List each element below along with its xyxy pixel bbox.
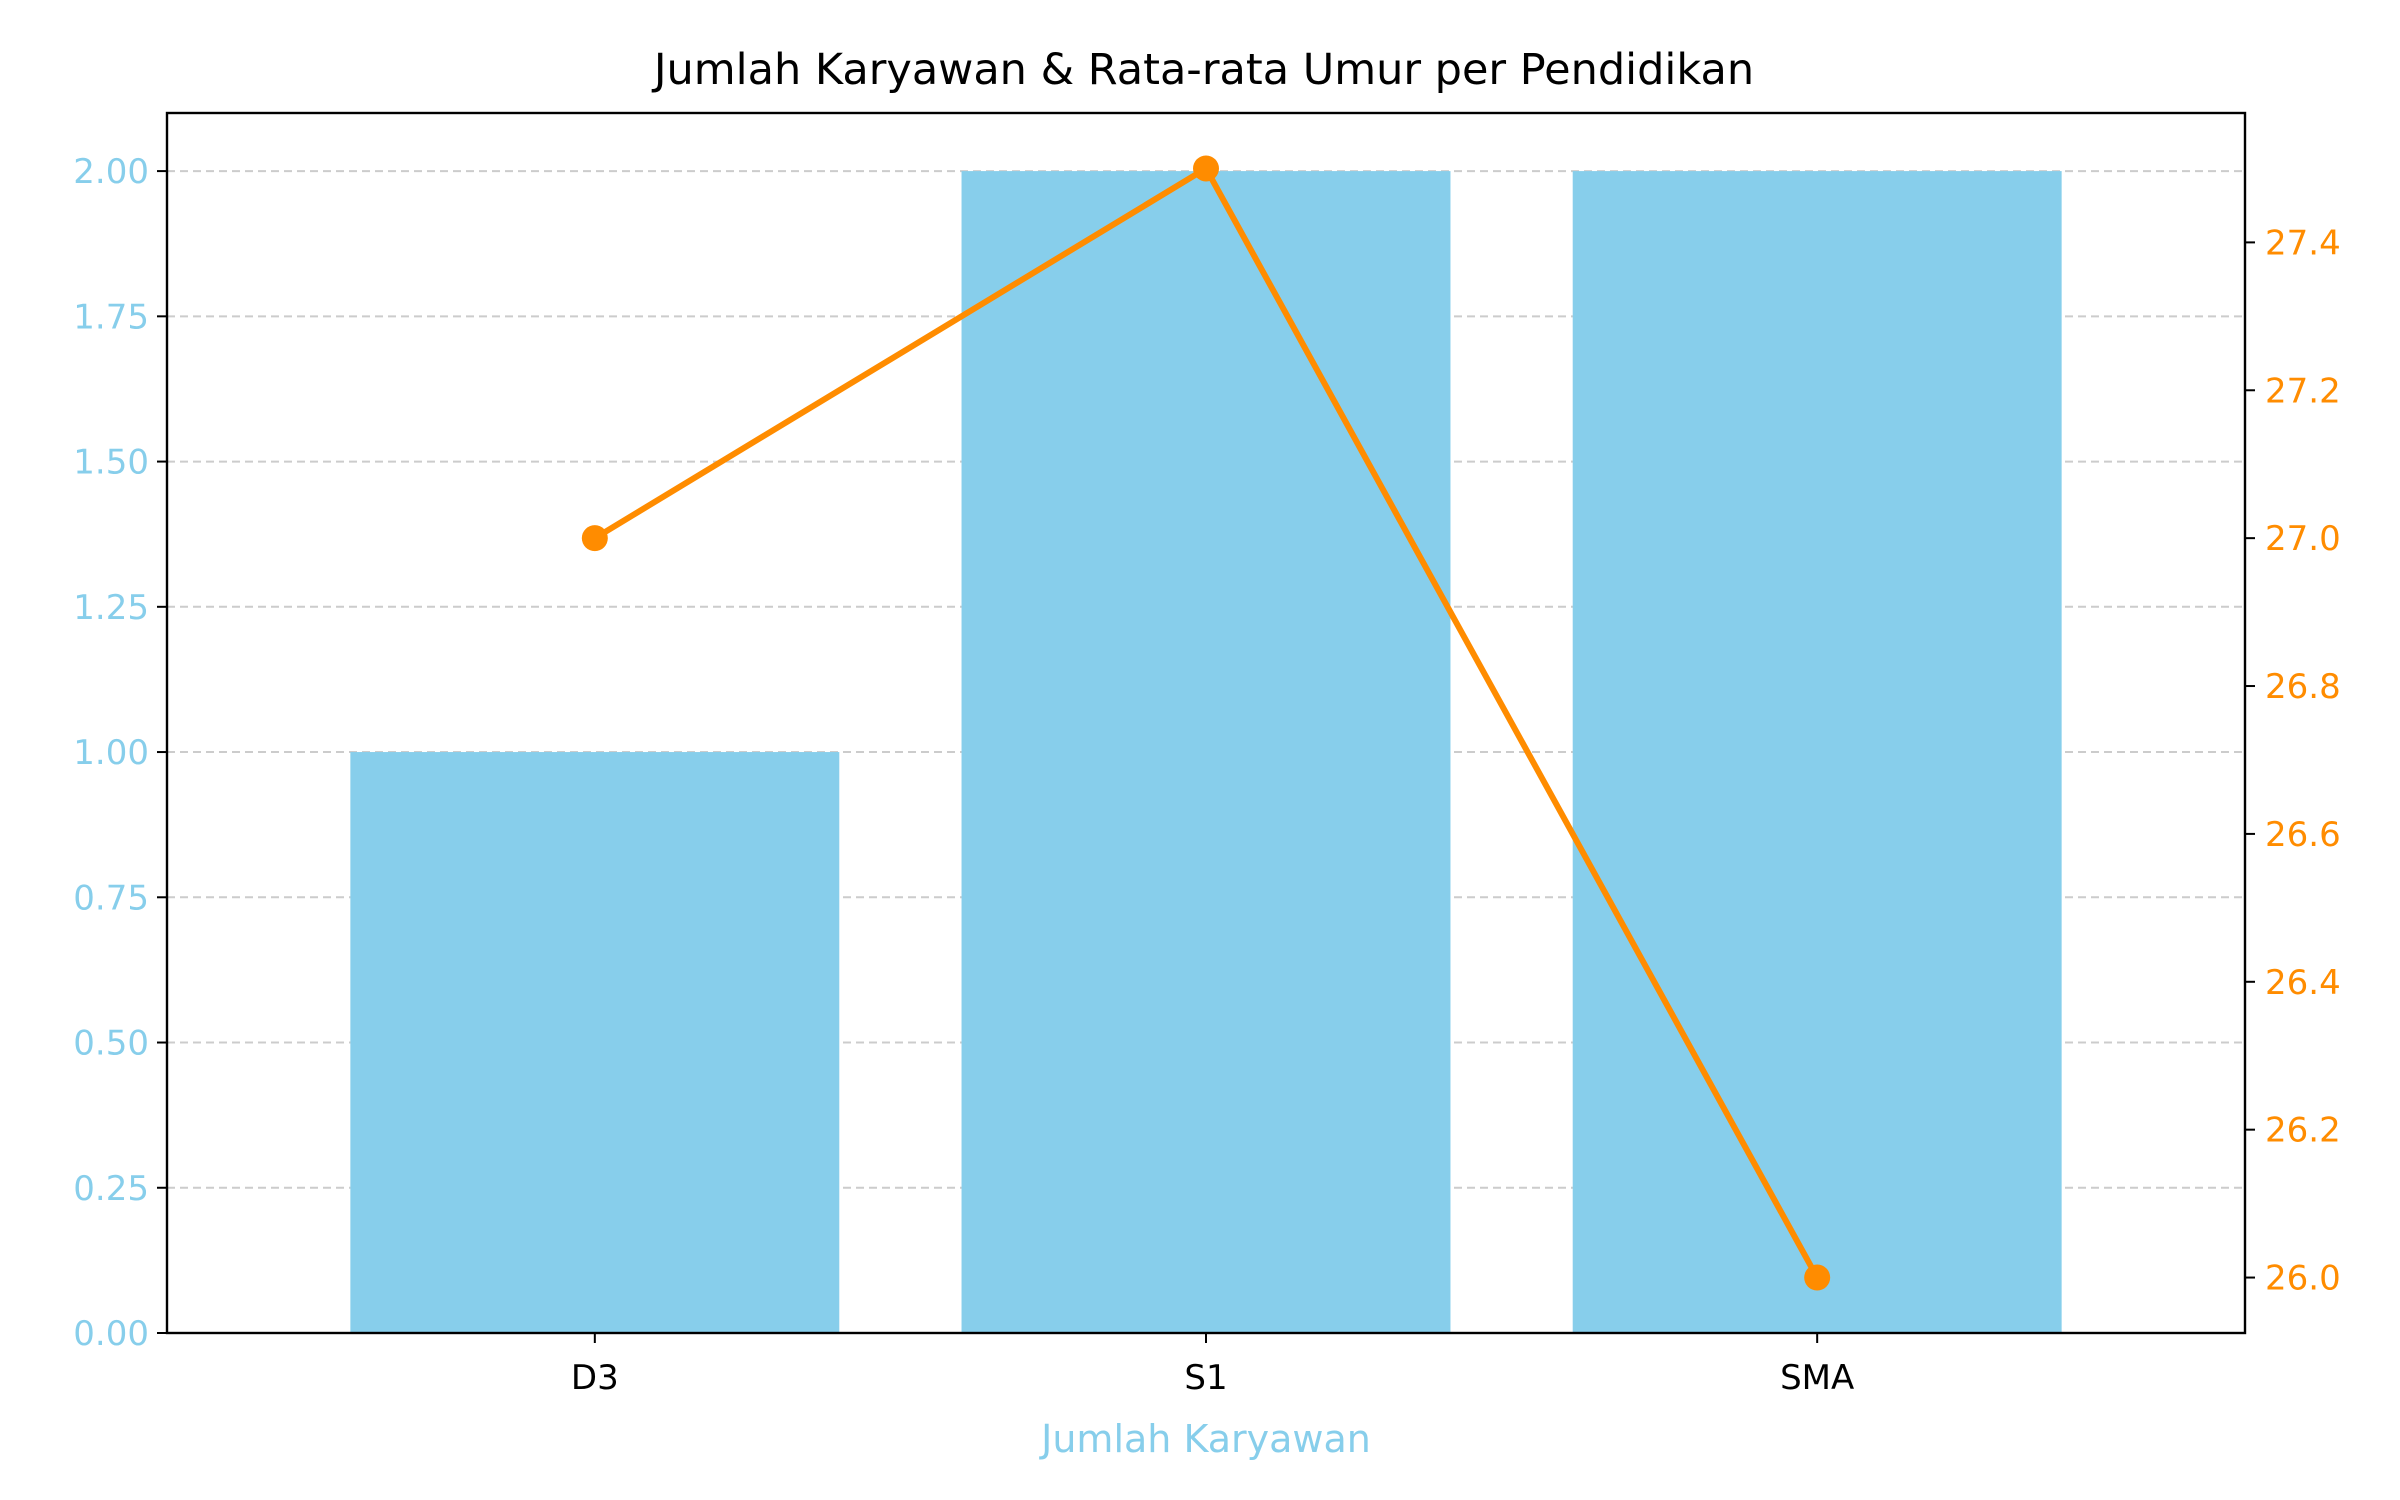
right-tick-label: 27.2 — [2265, 371, 2341, 411]
left-tick-label: 0.25 — [73, 1169, 149, 1209]
left-tick-label: 1.50 — [73, 443, 149, 483]
left-axis: 0.00 0.25 0.50 0.75 1.00 1.25 1.50 1.75 2.00 — [73, 152, 167, 1354]
right-tick-label: 26.4 — [2265, 963, 2341, 1003]
line-point-sma — [1804, 1264, 1831, 1291]
bar-s1 — [961, 171, 1451, 1334]
left-tick-label: 2.00 — [73, 152, 149, 192]
right-tick-label: 26.2 — [2265, 1111, 2341, 1151]
right-axis: 26.0 26.2 26.4 26.6 26.8 27.0 27.2 27.4 — [2245, 223, 2341, 1299]
bar-d3 — [350, 752, 840, 1333]
chart-title: Jumlah Karyawan & Rata-rata Umur per Pen… — [651, 45, 1754, 95]
left-tick-label: 1.75 — [73, 297, 149, 337]
line-point-s1 — [1193, 155, 1219, 182]
left-tick-label: 0.75 — [73, 878, 149, 918]
x-tick-label-d3: D3 — [571, 1358, 619, 1398]
line-point-d3 — [581, 525, 608, 552]
x-tick-label-s1: S1 — [1184, 1358, 1227, 1398]
right-tick-label: 27.0 — [2265, 519, 2341, 559]
bar-series — [350, 171, 2062, 1334]
x-axis-label: Jumlah Karyawan — [1039, 1417, 1371, 1461]
left-tick-label: 1.25 — [73, 588, 149, 628]
right-tick-label: 27.4 — [2265, 223, 2341, 263]
left-tick-label: 0.50 — [73, 1024, 149, 1064]
bar-sma — [1572, 171, 2062, 1334]
left-tick-label: 1.00 — [73, 733, 149, 773]
right-tick-label: 26.8 — [2265, 667, 2341, 707]
x-tick-label-sma: SMA — [1780, 1358, 1854, 1398]
left-tick-label: 0.00 — [73, 1314, 149, 1354]
right-tick-label: 26.6 — [2265, 815, 2341, 855]
line-series — [581, 155, 1831, 1291]
right-tick-label: 26.0 — [2265, 1259, 2341, 1299]
x-axis: D3 S1 SMA — [571, 1333, 1854, 1398]
